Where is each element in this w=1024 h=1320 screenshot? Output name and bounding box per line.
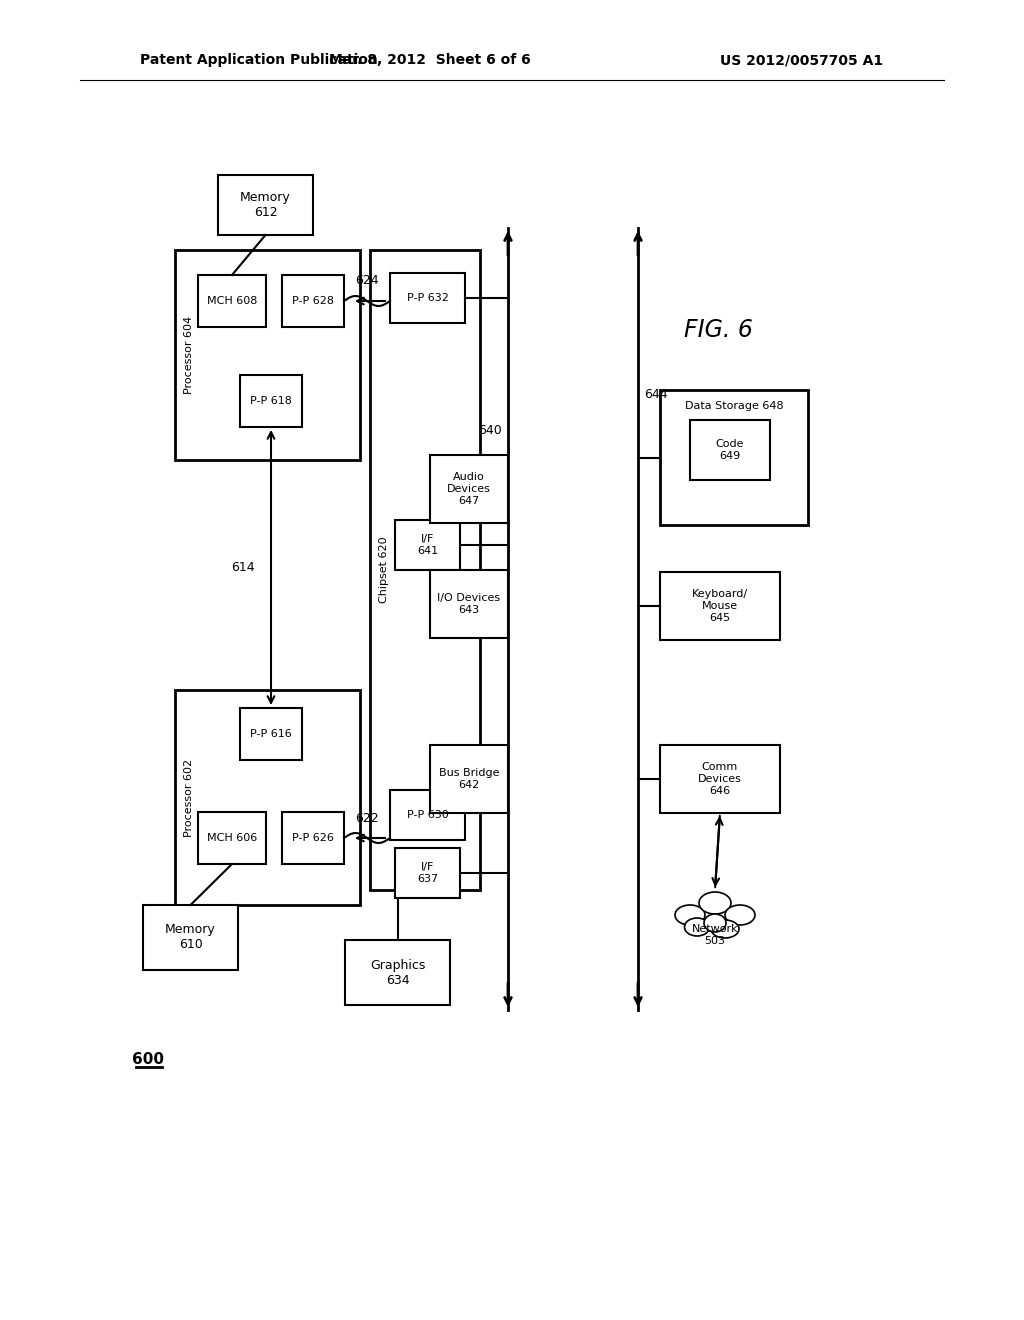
Text: Memory
612: Memory 612 [240, 191, 291, 219]
Text: Data Storage 648: Data Storage 648 [685, 401, 783, 411]
FancyBboxPatch shape [198, 275, 266, 327]
FancyBboxPatch shape [690, 420, 770, 480]
Text: 644: 644 [644, 388, 668, 401]
Ellipse shape [699, 892, 731, 913]
Text: 600: 600 [132, 1052, 164, 1068]
FancyBboxPatch shape [430, 455, 508, 523]
Ellipse shape [725, 906, 755, 925]
Text: 614: 614 [231, 561, 255, 574]
FancyBboxPatch shape [198, 812, 266, 865]
FancyBboxPatch shape [282, 275, 344, 327]
FancyBboxPatch shape [430, 744, 508, 813]
FancyBboxPatch shape [175, 690, 360, 906]
Text: 624: 624 [355, 275, 379, 288]
FancyBboxPatch shape [430, 570, 508, 638]
Text: Processor 604: Processor 604 [184, 315, 194, 395]
Text: P-P 618: P-P 618 [250, 396, 292, 407]
FancyBboxPatch shape [395, 847, 460, 898]
FancyBboxPatch shape [390, 789, 465, 840]
Text: I/F
637: I/F 637 [417, 862, 438, 884]
Text: P-P 628: P-P 628 [292, 296, 334, 306]
FancyBboxPatch shape [282, 812, 344, 865]
Text: MCH 608: MCH 608 [207, 296, 257, 306]
Ellipse shape [705, 913, 726, 932]
Text: Processor 602: Processor 602 [184, 759, 194, 837]
Text: 640: 640 [478, 424, 502, 437]
FancyBboxPatch shape [660, 389, 808, 525]
FancyBboxPatch shape [345, 940, 450, 1005]
FancyBboxPatch shape [390, 273, 465, 323]
Text: I/F
641: I/F 641 [417, 535, 438, 556]
Text: US 2012/0057705 A1: US 2012/0057705 A1 [720, 53, 883, 67]
FancyBboxPatch shape [240, 375, 302, 426]
Text: Patent Application Publication: Patent Application Publication [140, 53, 378, 67]
Text: MCH 606: MCH 606 [207, 833, 257, 843]
Text: Mar. 8, 2012  Sheet 6 of 6: Mar. 8, 2012 Sheet 6 of 6 [329, 53, 530, 67]
Ellipse shape [675, 906, 705, 925]
FancyBboxPatch shape [660, 744, 780, 813]
Text: P-P 626: P-P 626 [292, 833, 334, 843]
FancyBboxPatch shape [175, 249, 360, 459]
Text: Chipset 620: Chipset 620 [379, 537, 389, 603]
FancyBboxPatch shape [218, 176, 313, 235]
Text: FIG. 6: FIG. 6 [684, 318, 753, 342]
FancyBboxPatch shape [370, 249, 480, 890]
Text: P-P 630: P-P 630 [407, 810, 449, 820]
Text: Keyboard/
Mouse
645: Keyboard/ Mouse 645 [692, 590, 749, 623]
Text: Bus Bridge
642: Bus Bridge 642 [438, 768, 500, 789]
Ellipse shape [711, 920, 739, 939]
Text: Memory
610: Memory 610 [165, 924, 216, 952]
FancyBboxPatch shape [240, 708, 302, 760]
Text: Network
503: Network 503 [691, 924, 738, 946]
Text: Audio
Devices
647: Audio Devices 647 [447, 473, 490, 506]
Text: P-P 616: P-P 616 [250, 729, 292, 739]
Ellipse shape [684, 917, 710, 936]
FancyBboxPatch shape [660, 572, 780, 640]
Text: Code
649: Code 649 [716, 440, 744, 461]
Text: Comm
Devices
646: Comm Devices 646 [698, 763, 742, 796]
Text: P-P 632: P-P 632 [407, 293, 449, 304]
Text: Graphics
634: Graphics 634 [370, 958, 425, 986]
FancyBboxPatch shape [395, 520, 460, 570]
Text: I/O Devices
643: I/O Devices 643 [437, 593, 501, 615]
Text: 622: 622 [355, 812, 379, 825]
FancyBboxPatch shape [143, 906, 238, 970]
